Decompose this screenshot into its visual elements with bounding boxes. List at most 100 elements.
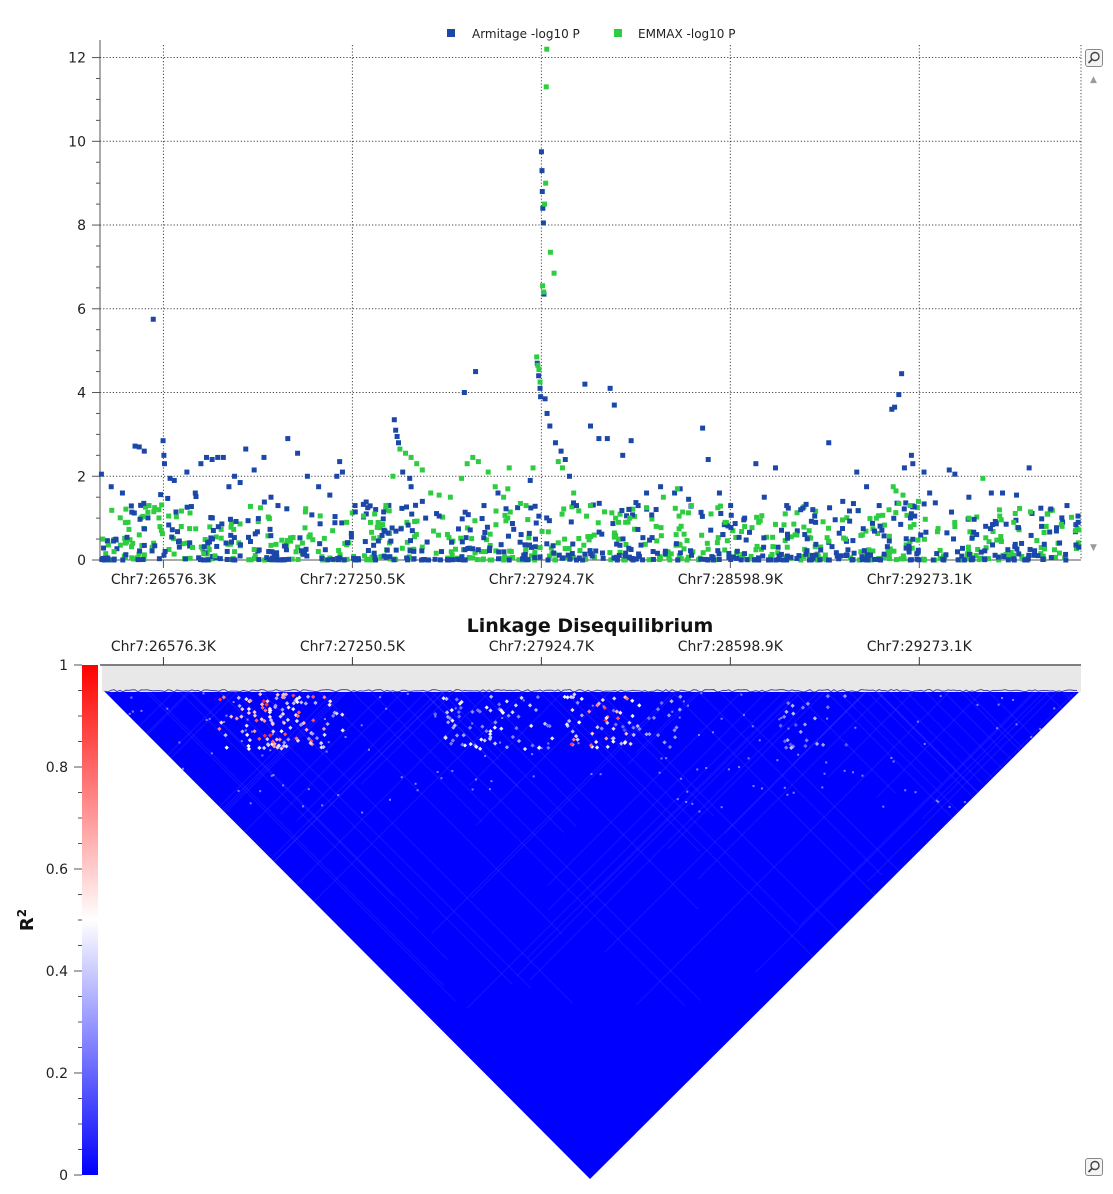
- armitage-point: [114, 546, 120, 552]
- emmax-point: [140, 513, 146, 519]
- ld-speckle: [851, 771, 854, 774]
- armitage-point: [896, 392, 902, 398]
- emmax-point: [673, 532, 679, 538]
- ld-speckle: [166, 707, 169, 710]
- emmax-point: [609, 510, 615, 516]
- y-tick-label: 10: [68, 134, 86, 150]
- ld-cell: [599, 726, 604, 731]
- armitage-point: [540, 205, 546, 211]
- zoom-button-bottom[interactable]: [1085, 1158, 1103, 1176]
- ld-cell: [510, 734, 516, 740]
- emmax-point: [130, 540, 136, 546]
- armitage-point: [481, 503, 487, 509]
- ld-cell: [611, 736, 616, 741]
- emmax-point: [321, 535, 327, 541]
- armitage-point: [746, 529, 752, 535]
- emmax-point: [184, 540, 190, 546]
- armitage-point: [160, 438, 166, 444]
- emmax-point: [907, 524, 913, 530]
- scroll-up-arrow-icon[interactable]: ▲: [1090, 75, 1097, 85]
- armitage-point: [859, 557, 865, 563]
- emmax-point: [1007, 554, 1013, 560]
- ld-cell: [669, 699, 674, 704]
- ld-cell: [562, 694, 567, 700]
- ld-cell: [784, 709, 789, 715]
- armitage-point: [654, 550, 660, 556]
- ld-speckle: [107, 769, 110, 772]
- ld-speckle: [451, 769, 454, 772]
- emmax-point: [983, 545, 989, 551]
- armitage-point: [539, 168, 545, 174]
- armitage-point: [559, 555, 565, 561]
- emmax-point: [464, 525, 470, 531]
- ld-speckle: [989, 793, 992, 796]
- armitage-point: [201, 557, 207, 563]
- armitage-point: [720, 532, 726, 538]
- armitage-point: [803, 501, 809, 507]
- emmax-point: [458, 535, 464, 541]
- armitage-point: [954, 549, 960, 555]
- armitage-point: [348, 534, 354, 540]
- ld-title: Linkage Disequilibrium: [467, 615, 714, 637]
- armitage-point: [940, 556, 946, 562]
- armitage-point: [487, 545, 493, 551]
- armitage-point: [298, 548, 304, 554]
- ld-speckle: [1071, 759, 1074, 762]
- emmax-point: [447, 494, 453, 500]
- emmax-point: [684, 538, 690, 544]
- emmax-point: [1043, 523, 1049, 529]
- armitage-point: [375, 538, 381, 544]
- armitage-point: [389, 525, 395, 531]
- armitage-point: [710, 557, 716, 563]
- armitage-point: [626, 545, 632, 551]
- ld-speckle: [1039, 728, 1042, 731]
- armitage-point: [386, 502, 392, 508]
- armitage-point: [916, 557, 922, 563]
- armitage-point: [362, 539, 368, 545]
- armitage-point: [145, 515, 151, 521]
- emmax-point: [503, 518, 509, 524]
- ld-speckle: [854, 726, 857, 729]
- armitage-point: [518, 532, 524, 538]
- armitage-point: [640, 535, 646, 541]
- manhattan-plot[interactable]: 0 2 4 6 8 10 12 Chr7:26576.3K Chr7:27250.5K Chr7:…: [68, 40, 1082, 588]
- armitage-point: [356, 557, 362, 563]
- ld-speckle: [185, 781, 188, 784]
- scroll-down-arrow-icon[interactable]: ▼: [1090, 543, 1097, 553]
- ld-speckle: [202, 692, 205, 695]
- armitage-point: [728, 556, 734, 562]
- armitage-point: [437, 557, 443, 563]
- emmax-point: [937, 547, 943, 553]
- ld-cell: [542, 721, 548, 726]
- armitage-point: [804, 548, 810, 554]
- y-tick-label: 0: [77, 553, 86, 569]
- armitage-point: [399, 505, 405, 511]
- emmax-point: [967, 529, 973, 535]
- armitage-point: [910, 504, 916, 510]
- ld-speckle: [821, 786, 824, 789]
- ld-heatmap[interactable]: 0 0.2 0.4 0.6 0.8 1 R2 Chr7:26576.3K Chr7:27250.…: [0, 639, 1113, 1184]
- armitage-point: [622, 553, 628, 559]
- armitage-point: [111, 557, 117, 563]
- armitage-point: [237, 542, 243, 548]
- emmax-point: [1028, 509, 1034, 515]
- zoom-button-top[interactable]: [1085, 49, 1103, 67]
- emmax-point: [231, 526, 237, 532]
- armitage-point: [187, 540, 193, 546]
- armitage-point: [129, 509, 135, 515]
- ld-speckle: [720, 717, 723, 720]
- armitage-point: [1001, 554, 1007, 560]
- emmax-point: [372, 511, 378, 517]
- ld-cell: [611, 726, 616, 731]
- ld-speckle: [825, 761, 828, 764]
- armitage-point: [834, 553, 840, 559]
- emmax-point: [377, 525, 383, 531]
- armitage-point: [459, 516, 465, 522]
- ld-speckle: [471, 788, 474, 791]
- ld-speckle: [488, 788, 491, 791]
- ld-speckle: [484, 755, 487, 758]
- armitage-point: [101, 545, 107, 551]
- armitage-point: [698, 509, 704, 515]
- ld-speckle: [997, 703, 1000, 706]
- emmax-point: [404, 539, 410, 545]
